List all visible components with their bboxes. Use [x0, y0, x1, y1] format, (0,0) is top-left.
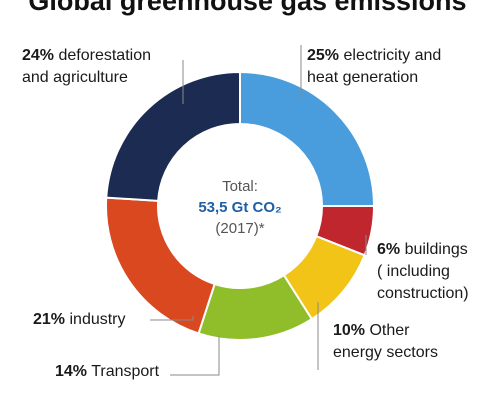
label-transport: 14% Transport [55, 361, 159, 383]
label-electricity-pct: 25% [307, 47, 340, 64]
label-transport-text: Transport [91, 363, 160, 380]
center-total: Total: 53,5 Gt CO₂ (2017)* [180, 176, 300, 239]
label-other-energy: 10% Other energy sectors [333, 320, 438, 364]
label-other-energy-text: Other [369, 322, 410, 339]
label-electricity: 25% electricity and heat generation [307, 45, 441, 89]
leader-line-4 [150, 316, 194, 321]
label-electricity-text-2: heat generation [307, 69, 419, 86]
label-buildings-text-3: construction) [377, 285, 469, 302]
label-deforestation-text: deforestation [58, 47, 151, 64]
chart-title: Global greenhouse gas emissions [28, 0, 467, 16]
label-buildings-pct: 6% [377, 241, 401, 258]
label-electricity-text: electricity and [343, 47, 442, 64]
center-total-label: Total: [222, 178, 258, 195]
label-industry-pct: 21% [33, 311, 66, 328]
center-total-value: 53,5 Gt CO₂ [198, 199, 282, 216]
leader-line-3 [170, 336, 220, 376]
label-industry: 21% industry [33, 309, 126, 331]
label-other-energy-pct: 10% [333, 322, 366, 339]
label-other-energy-text-2: energy sectors [333, 344, 438, 361]
label-buildings-text: buildings [404, 241, 468, 258]
center-total-year: (2017)* [215, 220, 265, 237]
label-deforestation-text-2: and agriculture [22, 69, 128, 86]
label-transport-pct: 14% [55, 363, 88, 380]
label-deforestation: 24% deforestation and agriculture [22, 45, 151, 89]
pie-slice-5 [105, 70, 241, 202]
label-buildings: 6% buildings ( including construction) [377, 239, 469, 305]
label-deforestation-pct: 24% [22, 47, 55, 64]
label-industry-text: industry [69, 311, 126, 328]
label-buildings-text-2: ( including [377, 263, 450, 280]
